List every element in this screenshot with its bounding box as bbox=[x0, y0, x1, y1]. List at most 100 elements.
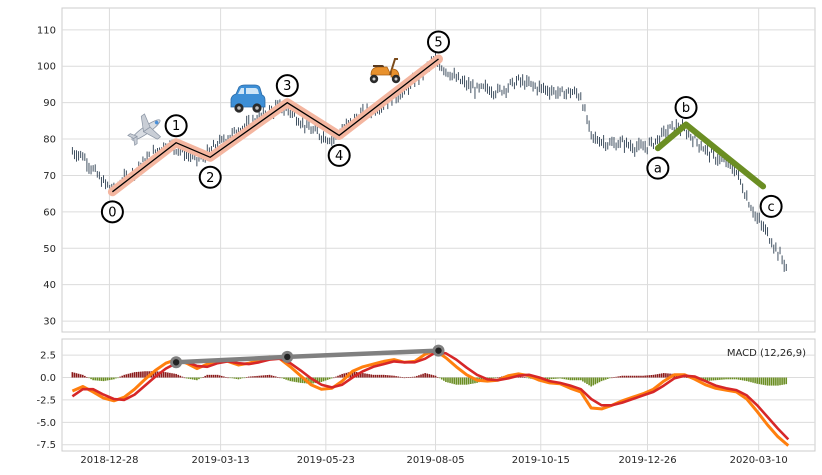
histogram-bar bbox=[84, 375, 86, 378]
price-y-tick-label: 30 bbox=[43, 317, 56, 328]
histogram-bar bbox=[206, 374, 209, 378]
histogram-bar bbox=[727, 377, 729, 380]
histogram-bar bbox=[582, 377, 584, 382]
macd-y-tick-label: 0.0 bbox=[40, 373, 56, 384]
histogram-bar bbox=[96, 377, 99, 381]
histogram-bar bbox=[594, 377, 597, 385]
histogram-bar bbox=[198, 377, 200, 380]
histogram-bar bbox=[704, 377, 707, 382]
histogram-bar bbox=[459, 377, 462, 385]
x-tick-label: 2019-12-26 bbox=[618, 455, 676, 466]
histogram-bar bbox=[362, 373, 364, 378]
histogram-bar bbox=[766, 377, 769, 386]
wave-label-circle bbox=[198, 165, 222, 189]
histogram-bar bbox=[721, 377, 723, 380]
histogram-bar bbox=[239, 377, 242, 379]
histogram-bar bbox=[322, 377, 325, 382]
histogram-bar bbox=[366, 373, 368, 378]
wave-label-circle bbox=[100, 200, 124, 224]
histogram-bar bbox=[131, 372, 134, 378]
histogram-bar bbox=[733, 377, 736, 380]
histogram-bar bbox=[762, 377, 765, 385]
histogram-bar bbox=[258, 375, 260, 378]
histogram-bar bbox=[619, 376, 622, 378]
histogram-bar bbox=[225, 376, 227, 378]
histogram-bar bbox=[175, 373, 177, 378]
histogram-bar bbox=[233, 377, 236, 379]
macd-y-tick-label: -7.5 bbox=[36, 440, 56, 451]
histogram-bar bbox=[750, 377, 752, 383]
histogram-bar bbox=[405, 377, 408, 378]
histogram-bar bbox=[270, 375, 273, 378]
macd-y-tick-label: 2.5 bbox=[40, 351, 56, 362]
histogram-bar bbox=[685, 377, 688, 378]
histogram-bar bbox=[337, 375, 339, 378]
histogram-bar bbox=[654, 374, 657, 378]
histogram-bar bbox=[173, 373, 175, 378]
histogram-bar bbox=[640, 375, 642, 378]
macd-panel-bg bbox=[61, 338, 816, 452]
histogram-bar bbox=[426, 373, 429, 378]
histogram-bar bbox=[636, 375, 638, 378]
histogram-bar bbox=[447, 377, 449, 383]
histogram-bar bbox=[650, 375, 653, 378]
histogram-bar bbox=[283, 377, 285, 379]
histogram-bar bbox=[75, 373, 78, 378]
histogram-bar bbox=[523, 377, 526, 378]
histogram-bar bbox=[472, 377, 474, 384]
histogram-bar bbox=[602, 377, 605, 381]
histogram-bar bbox=[754, 377, 756, 384]
histogram-bar bbox=[613, 377, 615, 378]
histogram-bar bbox=[712, 377, 715, 381]
histogram-bar bbox=[287, 377, 289, 381]
histogram-bar bbox=[729, 377, 732, 380]
histogram-bar bbox=[443, 377, 445, 381]
wave-label-circle bbox=[275, 74, 299, 98]
histogram-bar bbox=[465, 377, 468, 385]
histogram-bar bbox=[638, 375, 640, 378]
histogram-bar bbox=[407, 377, 410, 378]
histogram-bar bbox=[241, 377, 244, 379]
histogram-bar bbox=[669, 373, 671, 378]
histogram-bar bbox=[557, 377, 559, 379]
histogram-bar bbox=[374, 374, 377, 378]
histogram-bar bbox=[779, 377, 781, 386]
histogram-bar bbox=[268, 374, 271, 378]
histogram-bar bbox=[272, 375, 275, 378]
x-tick-label: 2019-10-15 bbox=[512, 455, 570, 466]
histogram-bar bbox=[723, 377, 725, 380]
wave-label: a bbox=[654, 162, 662, 177]
histogram-bar bbox=[142, 371, 144, 378]
histogram-bar bbox=[262, 375, 265, 378]
histogram-bar bbox=[424, 373, 426, 378]
histogram-bar bbox=[111, 377, 113, 380]
histogram-bar bbox=[81, 374, 84, 378]
histogram-bar bbox=[94, 377, 97, 381]
wave-label: 1 bbox=[172, 119, 180, 134]
histogram-bar bbox=[196, 377, 198, 381]
histogram-bar bbox=[399, 376, 402, 378]
histogram-bar bbox=[343, 373, 346, 378]
histogram-bar bbox=[422, 373, 424, 378]
histogram-bar bbox=[770, 377, 773, 386]
histogram-bar bbox=[683, 376, 686, 378]
histogram-bar bbox=[73, 372, 76, 378]
histogram-bar bbox=[223, 376, 225, 378]
histogram-bar bbox=[370, 374, 373, 378]
histogram-bar bbox=[160, 371, 163, 378]
histogram-bar bbox=[144, 371, 146, 378]
histogram-bar bbox=[146, 371, 148, 378]
histogram-bar bbox=[387, 375, 389, 378]
histogram-bar bbox=[285, 377, 287, 380]
histogram-bar bbox=[237, 377, 240, 380]
histogram-bar bbox=[256, 375, 258, 378]
histogram-bar bbox=[440, 377, 443, 380]
signal-line bbox=[71, 351, 790, 441]
histogram-bar bbox=[194, 377, 196, 380]
histogram-bar bbox=[741, 377, 744, 381]
histogram-bar bbox=[119, 376, 121, 378]
wave-label: b bbox=[682, 101, 690, 116]
histogram-bar bbox=[631, 375, 634, 378]
divergence-point-center bbox=[284, 353, 291, 361]
histogram-bar bbox=[561, 377, 563, 379]
